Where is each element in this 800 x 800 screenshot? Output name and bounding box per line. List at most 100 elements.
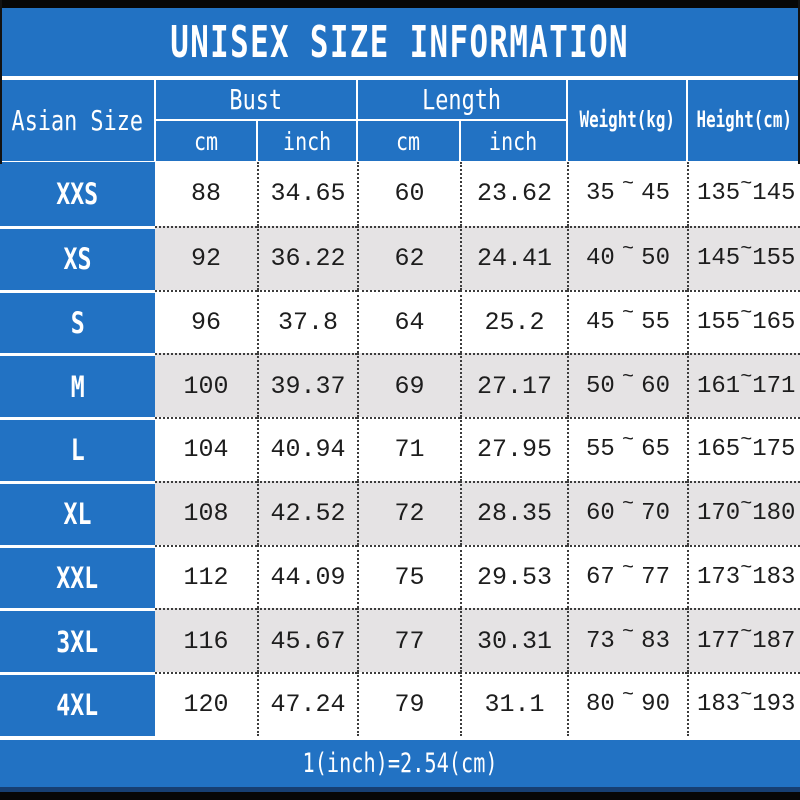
length-cm-value: 79 xyxy=(357,672,460,736)
weight-max: 77 xyxy=(641,563,670,591)
size-label-text: S xyxy=(70,305,85,340)
footer-divider xyxy=(0,735,800,740)
header-bust-cm: cm xyxy=(155,120,257,162)
height-min: 165 xyxy=(697,436,741,464)
range-tilde: ~ xyxy=(621,301,634,325)
size-label-text: XL xyxy=(63,497,92,532)
bust-cm-value: 112 xyxy=(155,544,257,609)
height-max: 180 xyxy=(752,500,796,528)
header-weight-label: Weight(kg) xyxy=(579,108,675,133)
range-tilde: ~ xyxy=(740,620,753,644)
range-tilde: ~ xyxy=(740,684,753,708)
height-min: 183 xyxy=(697,691,741,719)
title-band: UNISEX SIZE INFORMATION xyxy=(0,8,800,76)
height-min: 135 xyxy=(697,180,741,208)
height-max: 187 xyxy=(752,627,796,655)
length-inch-value: 24.41 xyxy=(460,225,567,290)
length-inch-value: 27.95 xyxy=(460,417,567,481)
length-inch-value: 31.1 xyxy=(460,672,567,736)
size-label: M xyxy=(0,353,155,417)
weight-min: 50 xyxy=(586,372,615,400)
weight-min: 55 xyxy=(586,436,615,464)
top-border-bar xyxy=(0,0,800,8)
weight-max: 55 xyxy=(641,308,670,336)
weight-range: 40 ~50 xyxy=(567,225,687,290)
length-cm-value: 62 xyxy=(357,225,460,290)
header-bust-label: Bust xyxy=(229,83,283,116)
length-inch-value: 27.17 xyxy=(460,353,567,417)
bust-cm-value: 100 xyxy=(155,353,257,417)
height-range: 145 ~155 xyxy=(687,225,800,290)
range-tilde: ~ xyxy=(621,365,634,389)
size-label-text: 4XL xyxy=(56,688,99,723)
weight-range: 50 ~60 xyxy=(567,353,687,417)
weight-min: 45 xyxy=(586,308,615,336)
header-length: Length xyxy=(357,79,567,120)
header-height: Height(cm) xyxy=(687,79,800,162)
range-tilde: ~ xyxy=(740,493,753,517)
height-min: 173 xyxy=(697,563,741,591)
header-length-inch-label: inch xyxy=(489,126,538,156)
bust-cm-value: 120 xyxy=(155,672,257,736)
page-title: UNISEX SIZE INFORMATION xyxy=(170,16,630,68)
size-label-text: XXS xyxy=(56,176,99,211)
bust-cm-value: 88 xyxy=(155,162,257,226)
weight-min: 80 xyxy=(586,691,615,719)
length-cm-value: 60 xyxy=(357,162,460,226)
size-label: S xyxy=(0,289,155,354)
left-edge-line xyxy=(0,0,2,164)
range-tilde: ~ xyxy=(621,238,634,262)
range-tilde: ~ xyxy=(621,493,634,517)
weight-range: 45 ~55 xyxy=(567,289,687,354)
length-cm-value: 64 xyxy=(357,289,460,354)
weight-range: 73 ~83 xyxy=(567,608,687,672)
size-table: Asian Size Bust Length Weight(kg) Height… xyxy=(0,79,800,736)
weight-max: 70 xyxy=(641,500,670,528)
bust-inch-value: 36.22 xyxy=(257,225,357,290)
length-inch-value: 28.35 xyxy=(460,480,567,545)
length-inch-value: 29.53 xyxy=(460,544,567,609)
weight-range: 67 ~77 xyxy=(567,544,687,609)
weight-range: 60 ~70 xyxy=(567,480,687,545)
height-max: 171 xyxy=(752,372,796,400)
weight-max: 60 xyxy=(641,372,670,400)
weight-range: 80 ~90 xyxy=(567,672,687,736)
height-min: 155 xyxy=(697,308,741,336)
weight-min: 60 xyxy=(586,500,615,528)
weight-min: 67 xyxy=(586,563,615,591)
size-label-text: 3XL xyxy=(56,624,99,659)
bust-inch-value: 44.09 xyxy=(257,544,357,609)
bust-inch-value: 39.37 xyxy=(257,353,357,417)
bust-cm-value: 116 xyxy=(155,608,257,672)
size-label: XL xyxy=(0,480,155,545)
conversion-note: 1(inch)=2.54(cm) xyxy=(302,747,498,779)
height-min: 145 xyxy=(697,245,741,273)
range-tilde: ~ xyxy=(740,556,753,580)
weight-range: 55 ~65 xyxy=(567,417,687,481)
height-max: 145 xyxy=(752,180,796,208)
size-label-text: M xyxy=(70,369,85,404)
range-tilde: ~ xyxy=(740,173,753,197)
weight-max: 50 xyxy=(641,245,670,273)
height-range: 165 ~175 xyxy=(687,417,800,481)
bottom-border-bar xyxy=(0,791,800,800)
length-inch-value: 25.2 xyxy=(460,289,567,354)
weight-min: 40 xyxy=(586,245,615,273)
header-weight: Weight(kg) xyxy=(567,79,687,162)
size-label: XXL xyxy=(0,544,155,609)
range-tilde: ~ xyxy=(621,684,634,708)
length-inch-value: 30.31 xyxy=(460,608,567,672)
height-range: 177 ~187 xyxy=(687,608,800,672)
header-length-inch: inch xyxy=(460,120,567,162)
bust-inch-value: 34.65 xyxy=(257,162,357,226)
bust-cm-value: 92 xyxy=(155,225,257,290)
height-range: 155 ~165 xyxy=(687,289,800,354)
weight-max: 45 xyxy=(641,180,670,208)
header-bust-cm-label: cm xyxy=(193,126,219,156)
size-label-text: XXL xyxy=(56,560,99,595)
length-cm-value: 71 xyxy=(357,417,460,481)
header-length-cm-label: cm xyxy=(396,126,421,156)
range-tilde: ~ xyxy=(740,301,753,325)
weight-min: 73 xyxy=(586,627,615,655)
header-bust-inch: inch xyxy=(257,120,357,162)
